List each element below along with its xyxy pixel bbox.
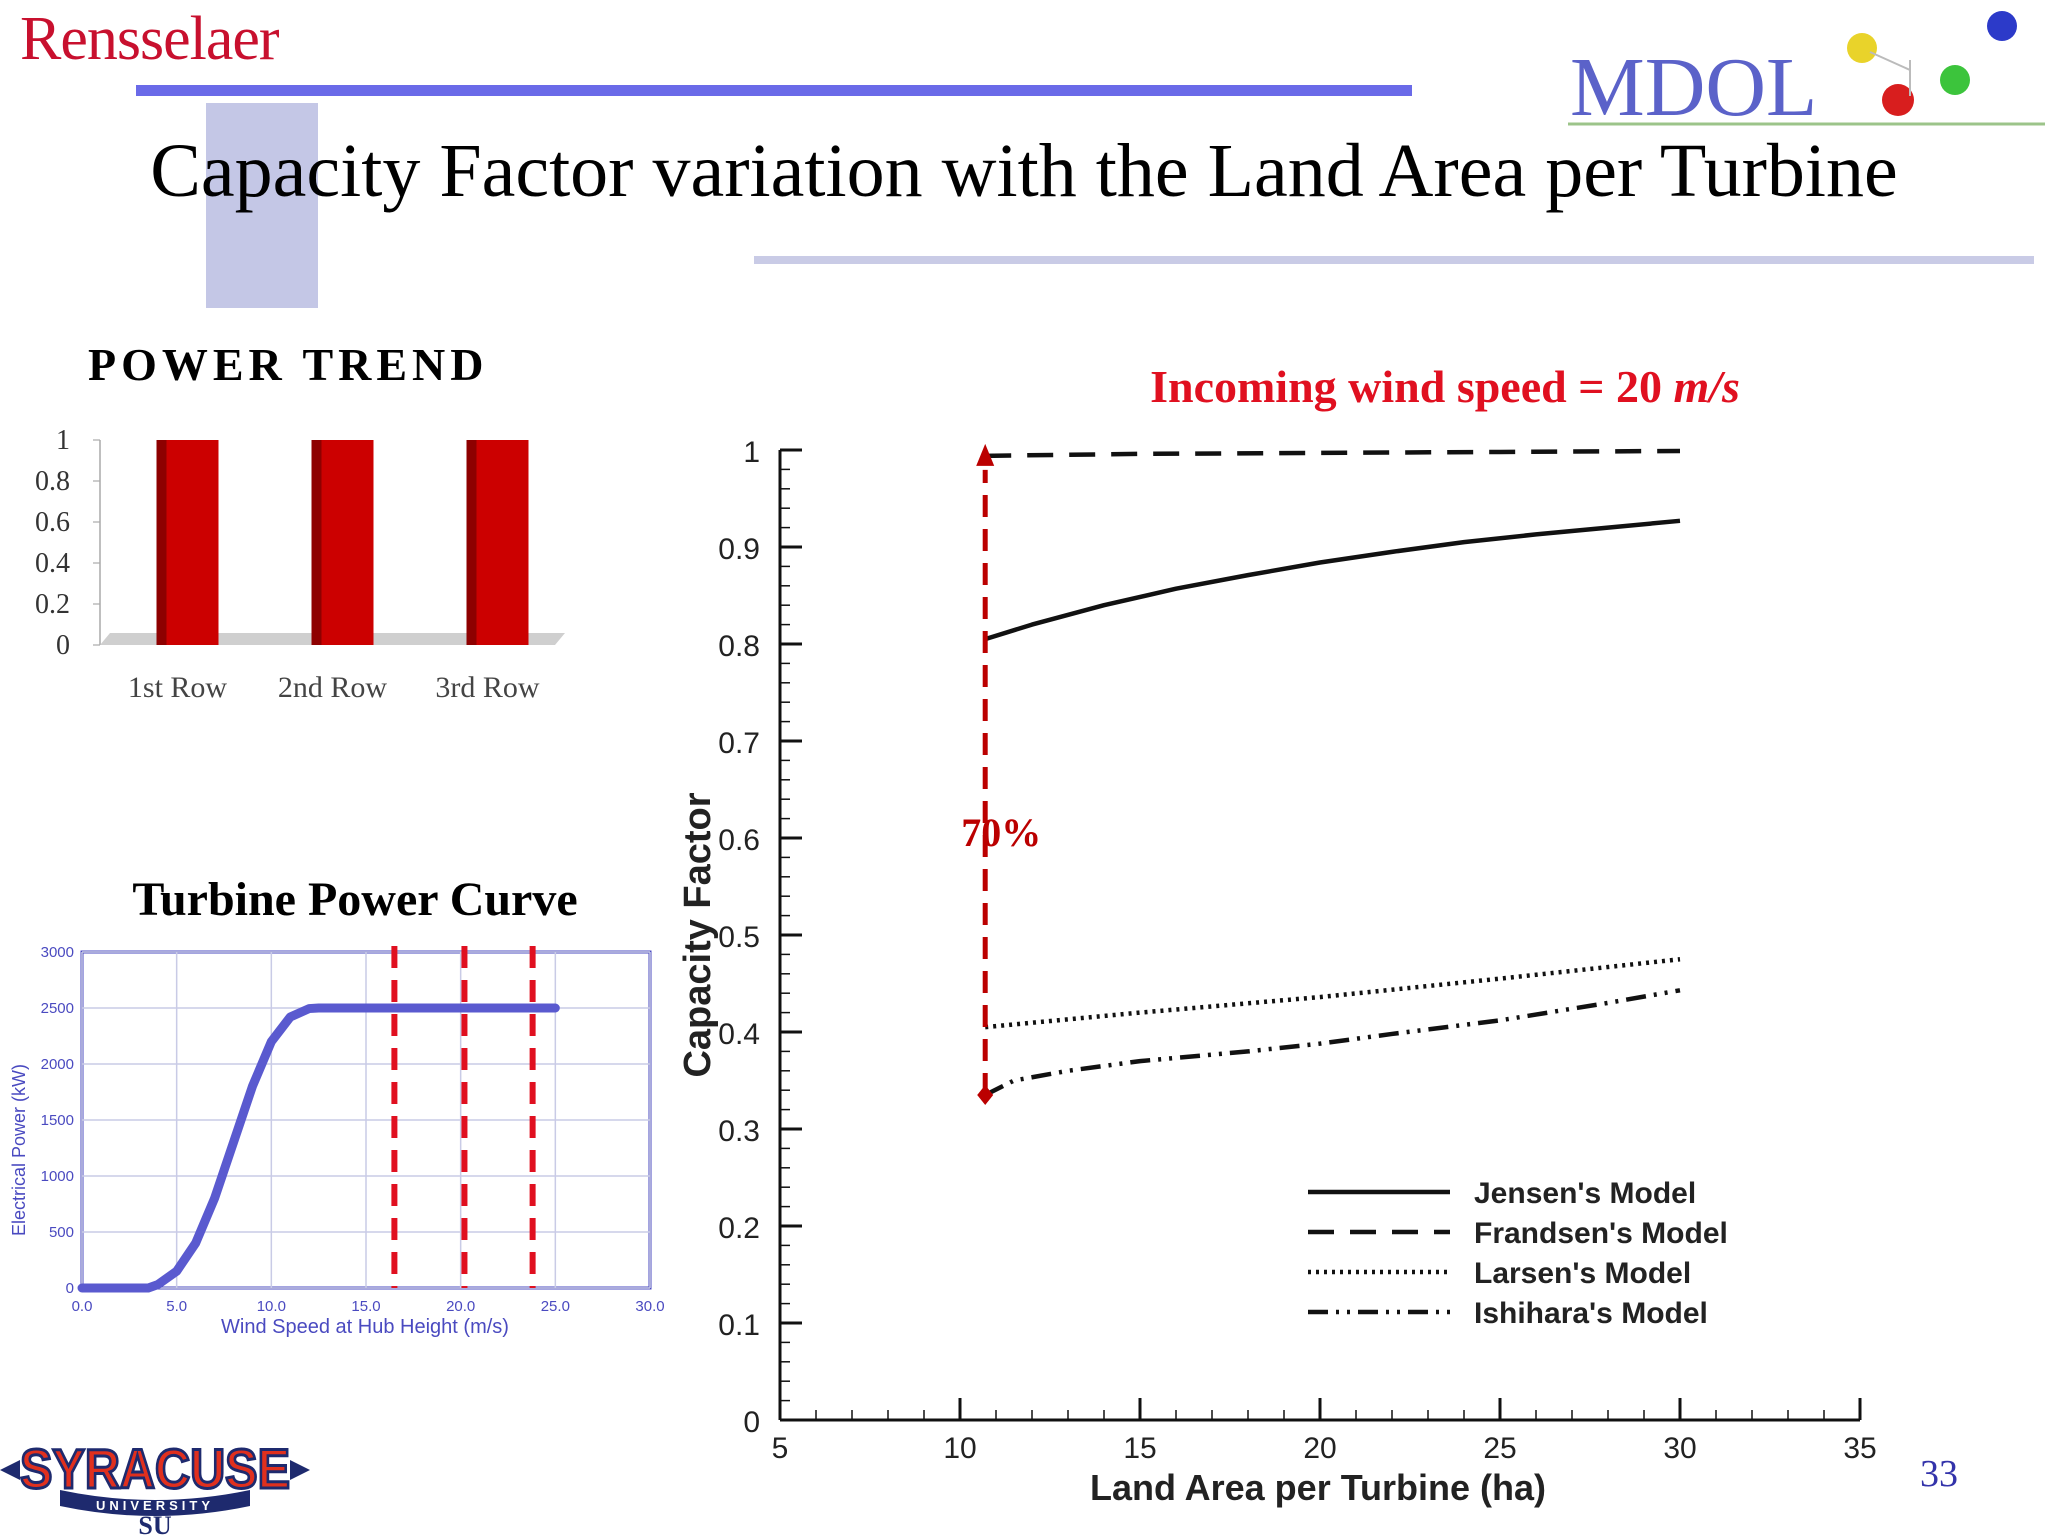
cf-series-line — [984, 957, 1681, 1030]
bar-category-label: 2nd Row — [278, 671, 388, 704]
wind-speed-value: 20 — [1615, 361, 1662, 412]
capacity-factor-x-axis-label: Land Area per Turbine (ha) — [1090, 1467, 1546, 1508]
bar-y-tick-label: 0.8 — [35, 466, 70, 497]
power-curve-line — [77, 1003, 560, 1293]
mdol-logo-red-dot — [1882, 84, 1914, 116]
power-curve-y-tick-label: 1500 — [41, 1112, 74, 1129]
cf-y-tick-label: 0.4 — [718, 1018, 760, 1051]
syracuse-logo-wordmark: SYRACUSE — [20, 1437, 290, 1500]
cf-y-tick-label: 0.7 — [718, 727, 760, 760]
bar-category-label: 3rd Row — [435, 671, 540, 704]
cf-x-tick-label: 25 — [1483, 1432, 1516, 1465]
cf-legend-label: Jensen's Model — [1474, 1177, 1696, 1210]
bar-y-tick-label: 1 — [56, 425, 70, 456]
power-trend-bar — [466, 440, 529, 645]
power-curve-y-axis-label: Electrical Power (kW) — [9, 1064, 29, 1236]
bar-y-tick-label: 0 — [56, 630, 70, 661]
cf-legend-label: Larsen's Model — [1474, 1257, 1691, 1290]
cf-x-tick-label: 10 — [943, 1432, 976, 1465]
cf-y-tick-label: 1 — [743, 436, 760, 469]
power-trend-bar-shade — [466, 440, 477, 645]
power-curve-x-tick-label: 0.0 — [72, 1298, 93, 1315]
power-trend-bar — [311, 440, 374, 645]
title-underline-rule — [754, 256, 2034, 264]
cf-x-tick-label: 5 — [772, 1432, 789, 1465]
bar-category-label: 1st Row — [128, 671, 228, 704]
power-curve-y-tick-label: 500 — [49, 1224, 74, 1241]
mdol-logo: MDOL — [1568, 11, 2045, 130]
cf-deficit-arrowhead — [976, 443, 995, 466]
syracuse-logo-university: UNIVERSITY — [96, 1498, 214, 1513]
bar-y-tick-label: 0.2 — [35, 589, 70, 620]
slide-title: Capacity Factor variation with the Land … — [150, 129, 1898, 213]
power-curve-x-tick-label: 10.0 — [257, 1298, 286, 1315]
rensselaer-logo: Rensselaer — [20, 5, 280, 73]
cf-deficit-arrow-base — [977, 1085, 994, 1106]
header-rule — [136, 85, 1412, 96]
page-number: 33 — [1920, 1453, 1958, 1495]
wind-speed-annotation: Incoming wind speed = 20 m/s — [1005, 360, 1885, 413]
power-curve-y-tick-label: 2000 — [41, 1056, 74, 1073]
mdol-logo-text: MDOL — [1570, 41, 1817, 130]
power-trend-bar-shade — [156, 440, 167, 645]
cf-series-line — [984, 988, 1681, 1098]
syracuse-logo-monogram: SU — [138, 1511, 171, 1536]
bar-y-tick-label: 0.6 — [35, 507, 70, 538]
cf-x-tick-label: 15 — [1123, 1432, 1156, 1465]
turbine-power-curve-chart: 0.0 5.0 10.0 15.0 20.0 25.0 30.0 0 500 1000 1500 20… — [9, 944, 665, 1338]
power-curve-x-tick-label: 20.0 — [446, 1298, 475, 1315]
wind-speed-prefix: Incoming wind speed = — [1150, 361, 1616, 412]
cf-y-tick-label: 0.1 — [718, 1309, 760, 1342]
power-curve-x-tick-label: 25.0 — [541, 1298, 570, 1315]
title-accent-block — [206, 103, 318, 308]
mdol-logo-green-dot — [1940, 65, 1970, 95]
power-trend-chart: 0 0.2 0.4 0.6 0.8 1 1st Row 2nd Row 3rd Row — [35, 425, 565, 704]
power-trend-bar — [156, 440, 219, 645]
power-curve-y-tick-label: 2500 — [41, 1000, 74, 1017]
cf-y-tick-label: 0 — [743, 1406, 760, 1439]
cf-legend-label: Ishihara's Model — [1474, 1297, 1708, 1330]
power-curve-x-tick-label: 15.0 — [351, 1298, 380, 1315]
power-curve-title: Turbine Power Curve — [132, 873, 578, 926]
power-curve-y-tick-label: 1000 — [41, 1168, 74, 1185]
cf-legend-label: Frandsen's Model — [1474, 1217, 1728, 1250]
bar-y-tick-label: 0.4 — [35, 548, 70, 579]
power-curve-y-tick-label: 3000 — [41, 944, 74, 961]
cf-x-tick-label: 35 — [1843, 1432, 1876, 1465]
cf-y-tick-label: 0.3 — [718, 1115, 760, 1148]
cf-y-tick-label: 0.8 — [718, 630, 760, 663]
cf-y-tick-label: 0.6 — [718, 824, 760, 857]
cf-series-line — [985, 448, 1681, 459]
power-trend-title: POWER TREND — [88, 339, 489, 390]
capacity-factor-chart: 00.10.20.30.40.50.60.70.80.915 10 15 20 25 30… — [677, 436, 1877, 1508]
power-curve-x-tick-label: 30.0 — [635, 1298, 664, 1315]
mdol-logo-yellow-dot — [1847, 33, 1877, 63]
cf-y-tick-label: 0.5 — [718, 921, 760, 954]
wind-speed-unit: m/s — [1673, 361, 1740, 412]
cf-deficit-label: 70% — [961, 810, 1041, 855]
cf-y-tick-label: 0.2 — [718, 1212, 760, 1245]
power-curve-x-tick-label: 5.0 — [166, 1298, 187, 1315]
cf-x-tick-label: 20 — [1303, 1432, 1336, 1465]
cf-x-tick-label: 30 — [1663, 1432, 1696, 1465]
power-trend-bar-shade — [311, 440, 322, 645]
syracuse-university-logo: SYRACUSE UNIVERSITY SU — [0, 1436, 310, 1536]
power-curve-y-tick-label: 0 — [66, 1280, 74, 1297]
mdol-logo-blue-dot — [1987, 11, 2017, 41]
power-curve-x-axis-label: Wind Speed at Hub Height (m/s) — [221, 1316, 509, 1338]
capacity-factor-y-axis-label: Capacity Factor — [677, 792, 719, 1077]
cf-series-line — [984, 518, 1681, 642]
cf-y-tick-label: 0.9 — [718, 533, 760, 566]
